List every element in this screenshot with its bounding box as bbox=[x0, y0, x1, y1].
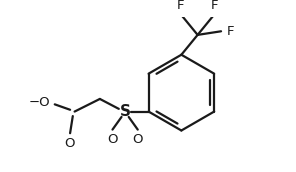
Text: F: F bbox=[177, 0, 184, 12]
Text: S: S bbox=[120, 104, 131, 119]
Text: F: F bbox=[211, 0, 218, 12]
Text: −O: −O bbox=[29, 96, 50, 109]
Text: O: O bbox=[133, 133, 143, 146]
Text: O: O bbox=[64, 137, 74, 150]
Text: F: F bbox=[226, 25, 234, 38]
Text: O: O bbox=[107, 133, 118, 146]
